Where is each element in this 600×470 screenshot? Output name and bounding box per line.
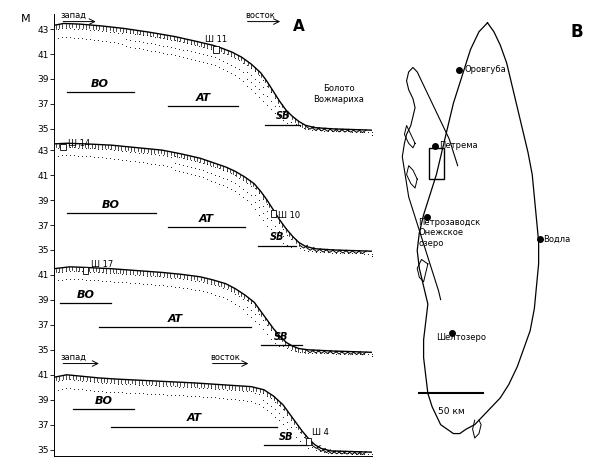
- Text: восток: восток: [245, 11, 275, 20]
- Text: запад: запад: [61, 11, 86, 20]
- Text: AT: AT: [187, 414, 202, 423]
- Text: Болото
Вожмариха: Болото Вожмариха: [313, 84, 364, 104]
- Text: AT: AT: [196, 93, 211, 103]
- Text: восток: восток: [210, 353, 239, 362]
- Text: BO: BO: [91, 79, 109, 89]
- Bar: [305, 439, 311, 445]
- Text: Ш 11: Ш 11: [205, 35, 227, 45]
- Text: SB: SB: [279, 432, 293, 442]
- Text: AT: AT: [167, 313, 182, 324]
- Text: Ш 10: Ш 10: [278, 212, 301, 220]
- Text: М: М: [20, 14, 30, 24]
- Text: Ш 4: Ш 4: [312, 428, 329, 437]
- Text: запад: запад: [61, 353, 86, 362]
- Text: SB: SB: [276, 111, 290, 121]
- Text: Петрема: Петрема: [440, 141, 478, 150]
- Text: Оровгуба: Оровгуба: [464, 65, 506, 74]
- Bar: [214, 47, 219, 53]
- Bar: [83, 267, 88, 274]
- Text: AT: AT: [199, 214, 214, 224]
- Text: BO: BO: [77, 290, 95, 300]
- Text: Шелтозеро: Шелтозеро: [436, 333, 487, 342]
- Text: 50 км: 50 км: [438, 407, 464, 416]
- Text: BO: BO: [102, 200, 120, 210]
- Text: Водла: Водла: [543, 235, 570, 244]
- Text: А: А: [293, 19, 305, 34]
- Bar: [61, 143, 66, 150]
- Text: Ш 14: Ш 14: [68, 139, 91, 148]
- Text: B: B: [571, 23, 583, 41]
- Text: Ш 17: Ш 17: [91, 260, 113, 269]
- Bar: [271, 210, 276, 217]
- Text: BO: BO: [94, 396, 112, 406]
- Text: Петрозаводск
Онежское
озеро: Петрозаводск Онежское озеро: [418, 218, 481, 248]
- Bar: [429, 148, 444, 179]
- Text: SB: SB: [269, 233, 284, 243]
- Text: SB: SB: [274, 332, 289, 342]
